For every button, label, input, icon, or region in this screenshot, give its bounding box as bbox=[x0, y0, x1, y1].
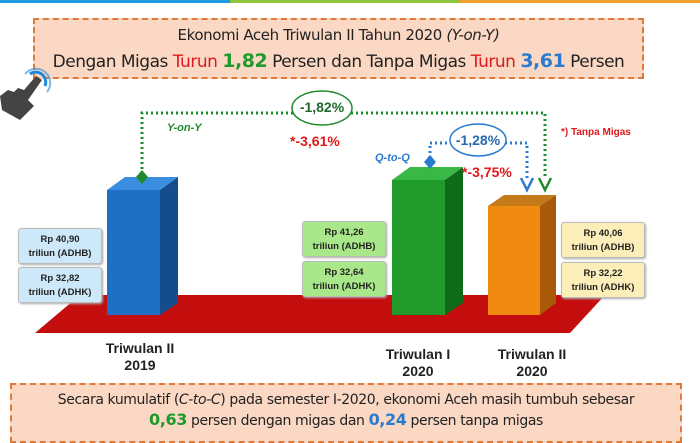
diamond-icon bbox=[424, 155, 436, 169]
info-adhb-2019: Rp 40,90 triliun (ADHB) bbox=[18, 228, 102, 264]
yoy-ellipse bbox=[291, 90, 353, 126]
footer-line-2: 0,63 persen dengan migas dan 0,24 persen… bbox=[149, 410, 543, 429]
qtq-label: Q-to-Q bbox=[375, 152, 410, 164]
footnote: *) Tanpa Migas bbox=[561, 127, 631, 138]
top-strip-orange bbox=[460, 0, 700, 3]
footer-box: Secara kumulatif (C-to-C) pada semester … bbox=[10, 383, 682, 443]
bar-triwulan-ii-2019 bbox=[107, 177, 178, 315]
header-title: Ekonomi Aceh Triwulan II Tahun 2020 (Y-o… bbox=[177, 26, 500, 44]
bar-triwulan-ii-2020 bbox=[488, 195, 556, 315]
label-triwulan-ii-2020: Triwulan II 2020 bbox=[497, 346, 567, 379]
qtq-tanpa-migas: *-3,75% bbox=[462, 164, 512, 180]
info-adhb-q1-2020: Rp 41,26 triliun (ADHB) bbox=[302, 221, 386, 257]
top-strip-blue bbox=[0, 0, 230, 3]
label-triwulan-ii-2019: Triwulan II 2019 bbox=[105, 340, 175, 373]
yoy-connector bbox=[140, 111, 547, 178]
diamond-icon bbox=[136, 170, 148, 184]
header-box: Ekonomi Aceh Triwulan II Tahun 2020 (Y-o… bbox=[33, 18, 644, 79]
footer-line-1: Secara kumulatif (C-to-C) pada semester … bbox=[57, 392, 635, 408]
info-adhb-q2-2020: Rp 40,06 triliun (ADHB) bbox=[561, 222, 645, 258]
yoy-label: Y-on-Y bbox=[167, 122, 202, 134]
top-strip-green bbox=[230, 0, 460, 3]
bar-triwulan-i-2020 bbox=[392, 167, 463, 315]
yoy-value: -1,82% bbox=[299, 99, 345, 115]
arrow-down-icon bbox=[537, 177, 553, 193]
info-adhk-2019: Rp 32,82 triliun (ADHK) bbox=[18, 267, 102, 303]
qtq-value: -1,28% bbox=[455, 132, 501, 148]
info-adhk-q2-2020: Rp 32,22 triliun (ADHK) bbox=[561, 262, 645, 298]
floor bbox=[35, 295, 605, 333]
yoy-tanpa-migas: *-3,61% bbox=[290, 133, 340, 149]
info-adhk-q1-2020: Rp 32,64 triliun (ADHK) bbox=[302, 261, 386, 297]
qtq-ellipse bbox=[449, 123, 507, 157]
label-triwulan-i-2020: Triwulan I 2020 bbox=[385, 346, 451, 379]
arrow-down-icon bbox=[519, 177, 535, 193]
hand-pointer-icon[interactable] bbox=[0, 60, 60, 120]
header-subtitle: Dengan Migas Turun 1,82 Persen dan Tanpa… bbox=[52, 50, 625, 72]
